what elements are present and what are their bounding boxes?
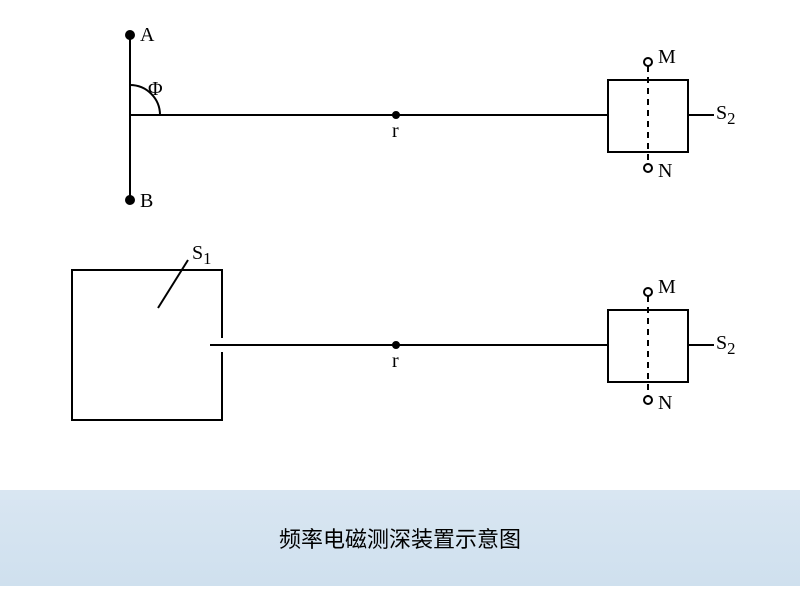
label-phi: Φ — [148, 78, 163, 101]
label-r-lower: r — [392, 350, 399, 373]
label-M-upper: M — [658, 46, 676, 69]
source-box-s1 — [72, 270, 222, 420]
label-r-upper: r — [392, 120, 399, 143]
label-N-upper: N — [658, 160, 672, 183]
label-M-lower: M — [658, 276, 676, 299]
point-N-lower — [644, 396, 652, 404]
diagram-area: A B Φ r M N S2 S1 r M N S2 — [0, 0, 800, 490]
point-A — [126, 31, 134, 39]
label-B: B — [140, 190, 153, 213]
label-S2-upper: S2 — [716, 102, 735, 129]
label-S2-lower: S2 — [716, 332, 735, 359]
label-A: A — [140, 24, 154, 47]
caption-text: 频率电磁测深装置示意图 — [279, 522, 521, 554]
s1-pointer — [158, 260, 188, 308]
point-N-upper — [644, 164, 652, 172]
r-mid-dot-upper — [393, 112, 399, 118]
label-S1: S1 — [192, 242, 211, 269]
r-mid-dot-lower — [393, 342, 399, 348]
point-M-upper — [644, 58, 652, 66]
label-N-lower: N — [658, 392, 672, 415]
schematic-svg — [0, 0, 800, 490]
point-M-lower — [644, 288, 652, 296]
caption-bar: 频率电磁测深装置示意图 — [0, 490, 800, 586]
point-B — [126, 196, 134, 204]
